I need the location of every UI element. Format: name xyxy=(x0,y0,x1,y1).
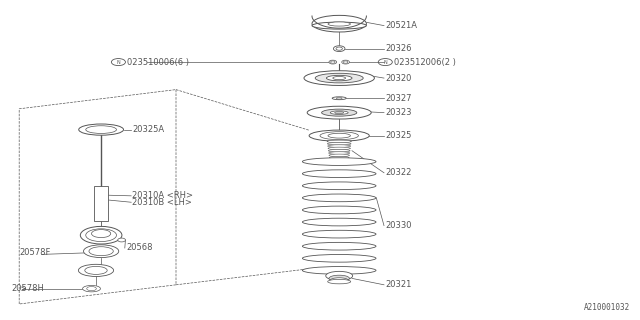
Ellipse shape xyxy=(79,264,114,276)
Text: 20327: 20327 xyxy=(385,94,412,103)
Ellipse shape xyxy=(87,287,97,291)
Ellipse shape xyxy=(328,133,351,138)
Ellipse shape xyxy=(303,206,376,214)
Ellipse shape xyxy=(342,60,349,64)
Ellipse shape xyxy=(92,230,111,237)
Ellipse shape xyxy=(86,126,116,133)
Ellipse shape xyxy=(330,61,335,63)
Ellipse shape xyxy=(312,15,367,32)
Ellipse shape xyxy=(303,267,376,274)
Ellipse shape xyxy=(303,254,376,262)
Ellipse shape xyxy=(84,266,108,274)
Ellipse shape xyxy=(330,159,349,161)
Text: N: N xyxy=(116,60,120,65)
Ellipse shape xyxy=(303,230,376,238)
Ellipse shape xyxy=(328,279,351,284)
Ellipse shape xyxy=(332,97,346,100)
Text: 20568: 20568 xyxy=(126,244,152,252)
Ellipse shape xyxy=(312,22,367,29)
Ellipse shape xyxy=(333,46,345,52)
Text: 20578H: 20578H xyxy=(12,284,44,293)
Text: 20323: 20323 xyxy=(385,108,412,117)
Text: 20521A: 20521A xyxy=(385,21,417,30)
Ellipse shape xyxy=(118,238,125,242)
Ellipse shape xyxy=(303,170,376,178)
Ellipse shape xyxy=(322,109,357,116)
Text: 20321: 20321 xyxy=(385,280,412,289)
Ellipse shape xyxy=(303,242,376,250)
Ellipse shape xyxy=(328,145,351,147)
Ellipse shape xyxy=(86,229,116,242)
Ellipse shape xyxy=(309,130,369,141)
Ellipse shape xyxy=(303,218,376,226)
Ellipse shape xyxy=(89,247,113,256)
Ellipse shape xyxy=(316,73,364,83)
Ellipse shape xyxy=(303,194,376,202)
Text: 20325A: 20325A xyxy=(132,125,164,134)
Ellipse shape xyxy=(329,60,337,64)
Ellipse shape xyxy=(307,106,371,119)
Text: 20330: 20330 xyxy=(385,221,412,230)
Ellipse shape xyxy=(326,271,353,280)
Ellipse shape xyxy=(337,97,342,99)
Ellipse shape xyxy=(83,285,100,292)
Ellipse shape xyxy=(328,147,351,150)
Ellipse shape xyxy=(326,75,352,81)
Text: A210001032: A210001032 xyxy=(584,303,630,312)
Ellipse shape xyxy=(330,156,349,159)
Ellipse shape xyxy=(320,132,358,140)
Text: 023512006(2 ): 023512006(2 ) xyxy=(394,58,456,67)
Text: 20326: 20326 xyxy=(385,44,412,53)
Text: 20310A <RH>: 20310A <RH> xyxy=(132,191,193,200)
Ellipse shape xyxy=(344,61,348,63)
Text: 20578F: 20578F xyxy=(19,248,51,257)
Text: 20310B <LH>: 20310B <LH> xyxy=(132,198,193,207)
Text: N: N xyxy=(383,60,387,65)
Ellipse shape xyxy=(329,152,350,154)
Ellipse shape xyxy=(303,182,376,190)
Bar xyxy=(94,186,108,221)
Ellipse shape xyxy=(335,111,344,114)
Ellipse shape xyxy=(328,22,351,26)
Ellipse shape xyxy=(328,149,350,152)
Ellipse shape xyxy=(328,142,351,145)
Ellipse shape xyxy=(329,275,349,282)
Ellipse shape xyxy=(81,227,122,244)
Ellipse shape xyxy=(333,76,346,80)
Ellipse shape xyxy=(84,245,119,258)
Text: 20320: 20320 xyxy=(385,74,412,83)
Ellipse shape xyxy=(329,154,349,157)
Ellipse shape xyxy=(79,124,124,135)
Ellipse shape xyxy=(336,47,342,50)
Ellipse shape xyxy=(327,140,351,143)
Text: 023510006(6 ): 023510006(6 ) xyxy=(127,58,189,67)
Ellipse shape xyxy=(304,71,374,85)
Text: 20325: 20325 xyxy=(385,131,412,140)
Ellipse shape xyxy=(330,278,348,283)
Ellipse shape xyxy=(330,111,348,114)
Text: 20322: 20322 xyxy=(385,168,412,177)
Ellipse shape xyxy=(303,158,376,165)
